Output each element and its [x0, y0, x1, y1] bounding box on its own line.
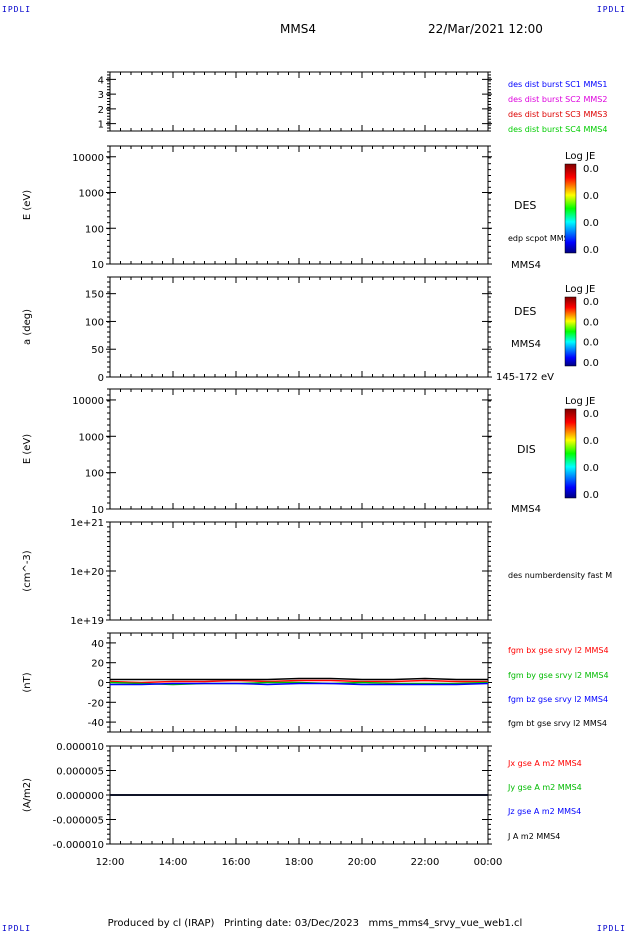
legend-entry: fgm by gse srvy l2 MMS4: [508, 671, 609, 680]
legend-entry: des dist burst SC2 MMS2: [508, 95, 607, 104]
y-tick-label: 10: [91, 505, 104, 516]
y-tick-label: -0.000010: [53, 840, 104, 851]
y-axis-label: E (eV): [22, 190, 33, 220]
panel-right-label: edp scpot MMS4: [508, 234, 574, 243]
colorbar: [564, 163, 577, 254]
legend-entry: des dist burst SC1 MMS1: [508, 80, 607, 89]
x-tick-label: 18:00: [285, 857, 314, 868]
y-tick-label: 2: [98, 105, 104, 116]
colorbar: [564, 408, 577, 499]
legend-entry: J A m2 MMS4: [507, 832, 560, 841]
panel-frame-dis-energy: [109, 388, 489, 510]
legend-entry: fgm bt gse srvy l2 MMS4: [508, 719, 607, 728]
colorbar-label: 0.0: [583, 463, 599, 474]
y-tick-label: 10000: [72, 396, 104, 407]
colorbar-label: 0.0: [583, 245, 599, 256]
series-line: [110, 677, 488, 681]
x-tick-label: 12:00: [96, 857, 125, 868]
corner-label-top-right: IPDLI: [596, 5, 626, 14]
y-tick-label: 1: [98, 120, 104, 131]
y-axis-label: (cm^-3): [22, 550, 33, 591]
y-tick-label: 100: [85, 317, 104, 328]
y-tick-label: 10000: [72, 153, 104, 164]
colorbar-label: 0.0: [583, 164, 599, 175]
x-tick-label: 22:00: [411, 857, 440, 868]
panel-right-label: DES: [514, 305, 536, 318]
panel-right-label: 145-172 eV: [496, 372, 554, 383]
corner-label-top-left: IPDLI: [2, 5, 32, 14]
y-axis-label: a (deg): [22, 309, 33, 345]
y-tick-label: 0: [98, 373, 104, 384]
y-tick-label: 1e+19: [70, 616, 104, 627]
legend-entry: fgm bx gse srvy l2 MMS4: [508, 646, 609, 655]
footer-credit: Produced by cl (IRAP) Printing date: 03/…: [107, 918, 523, 929]
panel-right-label: MMS4: [511, 339, 541, 350]
y-axis-label: E (eV): [22, 434, 33, 464]
colorbar-label: 0.0: [583, 436, 599, 447]
y-tick-label: 1000: [79, 432, 104, 443]
x-tick-label: 14:00: [159, 857, 188, 868]
legend-entry: fgm bz gse srvy l2 MMS4: [508, 695, 608, 704]
plot-title: MMS4: [280, 22, 316, 36]
legend-entry: des dist burst SC4 MMS4: [508, 125, 607, 134]
y-tick-label: 3: [98, 90, 104, 101]
x-tick-label: 00:00: [474, 857, 503, 868]
colorbar: [564, 296, 577, 367]
y-axis-label: (A/m2): [22, 778, 33, 812]
panel-right-label: DIS: [517, 443, 536, 456]
corner-label-bottom-right: IPDLI: [596, 924, 626, 933]
panel-right-label: des numberdensity fast M: [508, 571, 612, 580]
y-tick-label: 10: [91, 260, 104, 271]
y-tick-label: 1e+21: [70, 518, 104, 529]
series-line: [109, 681, 489, 686]
colorbar-label: 0.0: [583, 218, 599, 229]
y-tick-label: 40: [91, 639, 104, 650]
x-tick-label: 20:00: [348, 857, 377, 868]
series-line: [110, 682, 489, 686]
y-axis-label: (nT): [22, 672, 33, 692]
y-tick-label: 1000: [79, 189, 104, 200]
colorbar-label: 0.0: [583, 297, 599, 308]
colorbar-label: 0.0: [583, 317, 599, 328]
y-tick-label: 100: [85, 224, 104, 235]
y-tick-label: -40: [88, 718, 104, 729]
colorbar-label: 0.0: [583, 358, 599, 369]
y-tick-label: 0.000005: [56, 767, 104, 778]
y-tick-label: 20: [91, 659, 104, 670]
series-line: [109, 679, 488, 684]
y-tick-label: 150: [85, 290, 104, 301]
y-tick-label: 0.000000: [56, 791, 104, 802]
panel-frame-des-pitch: [109, 276, 489, 378]
legend-entry: Jz gse A m2 MMS4: [507, 807, 581, 816]
colorbar-title: Log JE: [565, 396, 595, 407]
panel-right-label: MMS4: [511, 260, 541, 271]
panel-frame-des-energy: [109, 145, 489, 265]
plot-date: 22/Mar/2021 12:00: [428, 22, 543, 36]
x-tick-label: 16:00: [222, 857, 251, 868]
y-tick-label: 1e+20: [70, 567, 104, 578]
y-tick-label: 0.000010: [56, 742, 104, 753]
panel-frame-spacecraft: [109, 71, 489, 132]
colorbar-title: Log JE: [565, 284, 595, 295]
colorbar-label: 0.0: [583, 490, 599, 501]
colorbar-label: 0.0: [583, 191, 599, 202]
y-tick-label: 50: [91, 345, 104, 356]
colorbar-label: 0.0: [583, 409, 599, 420]
y-tick-label: 4: [98, 75, 104, 86]
y-tick-label: 100: [85, 469, 104, 480]
corner-label-bottom-left: IPDLI: [2, 924, 32, 933]
panel-right-label: DES: [514, 199, 536, 212]
panel-frame-density: [109, 521, 489, 621]
legend-entry: Jy gse A m2 MMS4: [507, 783, 582, 792]
y-tick-label: 0: [98, 679, 104, 690]
colorbar-label: 0.0: [583, 338, 599, 349]
colorbar-title: Log JE: [565, 151, 595, 162]
y-tick-label: -0.000005: [53, 816, 104, 827]
legend-entry: Jx gse A m2 MMS4: [507, 759, 582, 768]
y-tick-label: -20: [88, 698, 104, 709]
legend-entry: des dist burst SC3 MMS3: [508, 110, 607, 119]
panel-right-label: MMS4: [511, 504, 541, 515]
